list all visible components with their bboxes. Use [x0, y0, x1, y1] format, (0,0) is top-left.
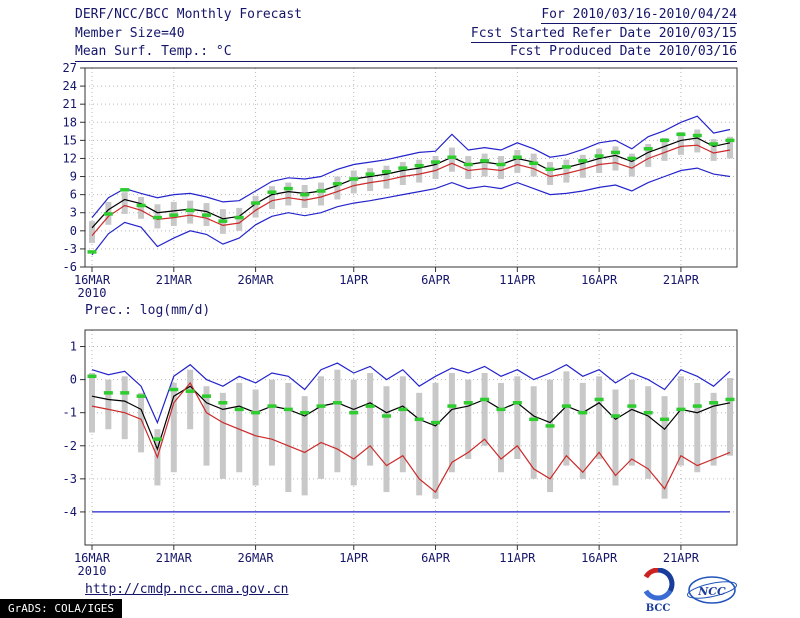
- temperature-upper-bound-blue: [91, 115, 731, 218]
- ncc-logo-globe: [688, 576, 736, 604]
- header-divider: [75, 61, 737, 62]
- svg-text:6: 6: [70, 188, 77, 202]
- temperature-red-line: [91, 144, 731, 236]
- svg-text:27: 27: [63, 61, 77, 75]
- svg-text:1APR: 1APR: [339, 273, 369, 287]
- ncc-logo-label: NCC: [697, 585, 726, 598]
- bcc-logo-red-arc: [643, 568, 659, 579]
- refer-date-label: Fcst Started Refer Date 2010/03/15: [470, 26, 737, 43]
- svg-text:26MAR: 26MAR: [238, 551, 275, 565]
- svg-text:11APR: 11APR: [499, 273, 536, 287]
- bcc-logo-blue-arc-2: [643, 589, 673, 601]
- svg-text:1: 1: [70, 340, 77, 354]
- ncc-logo: NCC: [687, 576, 737, 604]
- member-size-label: Member Size=40: [75, 26, 185, 41]
- temperature-green-dash-markers: [87, 132, 735, 254]
- svg-text:16APR: 16APR: [581, 273, 618, 287]
- svg-text:16MAR: 16MAR: [74, 551, 111, 565]
- page-title: DERF/NCC/BCC Monthly Forecast: [75, 7, 302, 22]
- svg-text:12: 12: [63, 151, 77, 165]
- svg-text:2010: 2010: [78, 286, 107, 300]
- svg-text:21: 21: [63, 97, 77, 111]
- bcc-logo: BCC: [643, 568, 675, 614]
- svg-text:-1: -1: [63, 406, 77, 420]
- temperature-lower-bound-blue: [91, 167, 731, 256]
- svg-text:26MAR: 26MAR: [238, 273, 275, 287]
- svg-text:-6: -6: [63, 260, 77, 274]
- forecast-range-label: For 2010/03/16-2010/04/24: [541, 7, 737, 24]
- svg-text:6APR: 6APR: [421, 273, 451, 287]
- temperature-spread-bars: [89, 129, 733, 243]
- precipitation-ensemble-mean-black: [91, 385, 731, 451]
- svg-text:21APR: 21APR: [663, 273, 700, 287]
- svg-text:11APR: 11APR: [499, 551, 536, 565]
- svg-text:21MAR: 21MAR: [156, 551, 193, 565]
- bcc-logo-label: BCC: [646, 603, 671, 614]
- svg-text:-2: -2: [63, 439, 77, 453]
- temperature-panel: -6 -3 0 3 6 9 12 15 18 21 24 27 16MAR 21MAR 26MAR 1APR 6…: [63, 61, 738, 300]
- cmdp-url-link[interactable]: http://cmdp.ncc.cma.gov.cn: [85, 582, 289, 597]
- svg-text:18: 18: [63, 115, 77, 129]
- svg-text:-3: -3: [63, 472, 77, 486]
- temperature-ensemble-mean-black: [91, 137, 731, 229]
- grads-credit-badge: GrADS: COLA/IGES: [0, 599, 122, 618]
- svg-text:-3: -3: [63, 242, 77, 256]
- svg-text:0: 0: [70, 373, 77, 387]
- temperature-panel-title: Mean Surf. Temp.: °C: [75, 44, 232, 59]
- svg-text:24: 24: [63, 79, 77, 93]
- svg-text:0: 0: [70, 224, 77, 238]
- bcc-logo-blue-arc-1: [657, 568, 675, 593]
- precipitation-upper-bound-blue: [91, 362, 731, 425]
- svg-text:21APR: 21APR: [663, 551, 700, 565]
- svg-text:16APR: 16APR: [581, 551, 618, 565]
- svg-text:16MAR: 16MAR: [74, 273, 111, 287]
- precipitation-panel-title: Prec.: log(mm/d): [85, 303, 211, 318]
- svg-text:6APR: 6APR: [421, 551, 451, 565]
- svg-text:9: 9: [70, 170, 77, 184]
- svg-text:1APR: 1APR: [339, 551, 369, 565]
- ncc-logo-ring: [687, 581, 737, 599]
- svg-text:21MAR: 21MAR: [156, 273, 193, 287]
- precipitation-red-line: [91, 381, 731, 494]
- precipitation-green-dash-markers: [87, 374, 735, 441]
- precipitation-spread-bars: [89, 369, 733, 499]
- precipitation-panel: -4 -3 -2 -1 0 1 16MAR 21MAR 26MAR 1APR 6APR 11APR 16…: [63, 329, 738, 578]
- svg-text:-4: -4: [63, 505, 77, 519]
- svg-text:2010: 2010: [78, 564, 107, 578]
- svg-text:15: 15: [63, 133, 77, 147]
- svg-text:3: 3: [70, 206, 77, 220]
- produced-date-label: Fcst Produced Date 2010/03/16: [510, 44, 737, 59]
